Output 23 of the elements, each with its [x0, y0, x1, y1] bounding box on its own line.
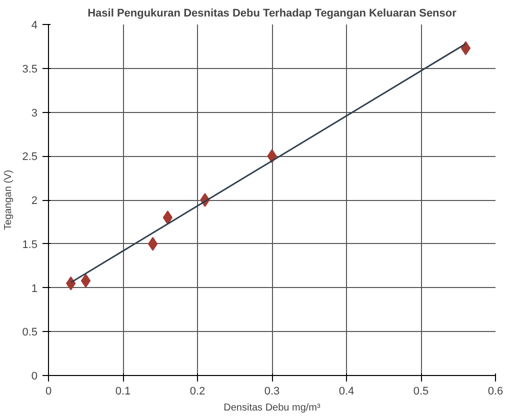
y-tick-label: 0.5	[22, 326, 38, 339]
point	[80, 274, 91, 288]
y-tick-label: 0	[31, 370, 38, 382]
x-tick-label: 0.3	[264, 386, 280, 398]
x-tick-label: 0.4	[338, 386, 354, 398]
point	[460, 41, 471, 56]
x-tick-label: 0.1	[115, 386, 131, 398]
y-tick-label: 2	[31, 195, 38, 207]
y-tick-label: 4	[31, 20, 38, 32]
y-tick-label: 1.5	[22, 238, 38, 251]
y-tick-label: 1	[31, 282, 38, 295]
point	[162, 210, 173, 225]
x-tick-label: 0.6	[488, 386, 504, 398]
x-tick-label: 0.5	[413, 386, 429, 398]
point	[148, 236, 158, 251]
y-tick-label: 3.5	[22, 63, 38, 76]
chart-title: Hasil Pengukuran Desnitas Debu Terhadap Tegangan Keluaran Sensor	[88, 8, 458, 20]
x-axis-title: Densitas Debu mg/m³	[224, 402, 322, 414]
y-axis-title: Tegangan (V)	[3, 170, 14, 230]
y-tick-label: 2.5	[22, 151, 38, 164]
y-tick-label: 3	[31, 107, 38, 120]
x-tick-label: 0	[45, 386, 52, 398]
x-tick-label: 0.2	[190, 386, 206, 398]
